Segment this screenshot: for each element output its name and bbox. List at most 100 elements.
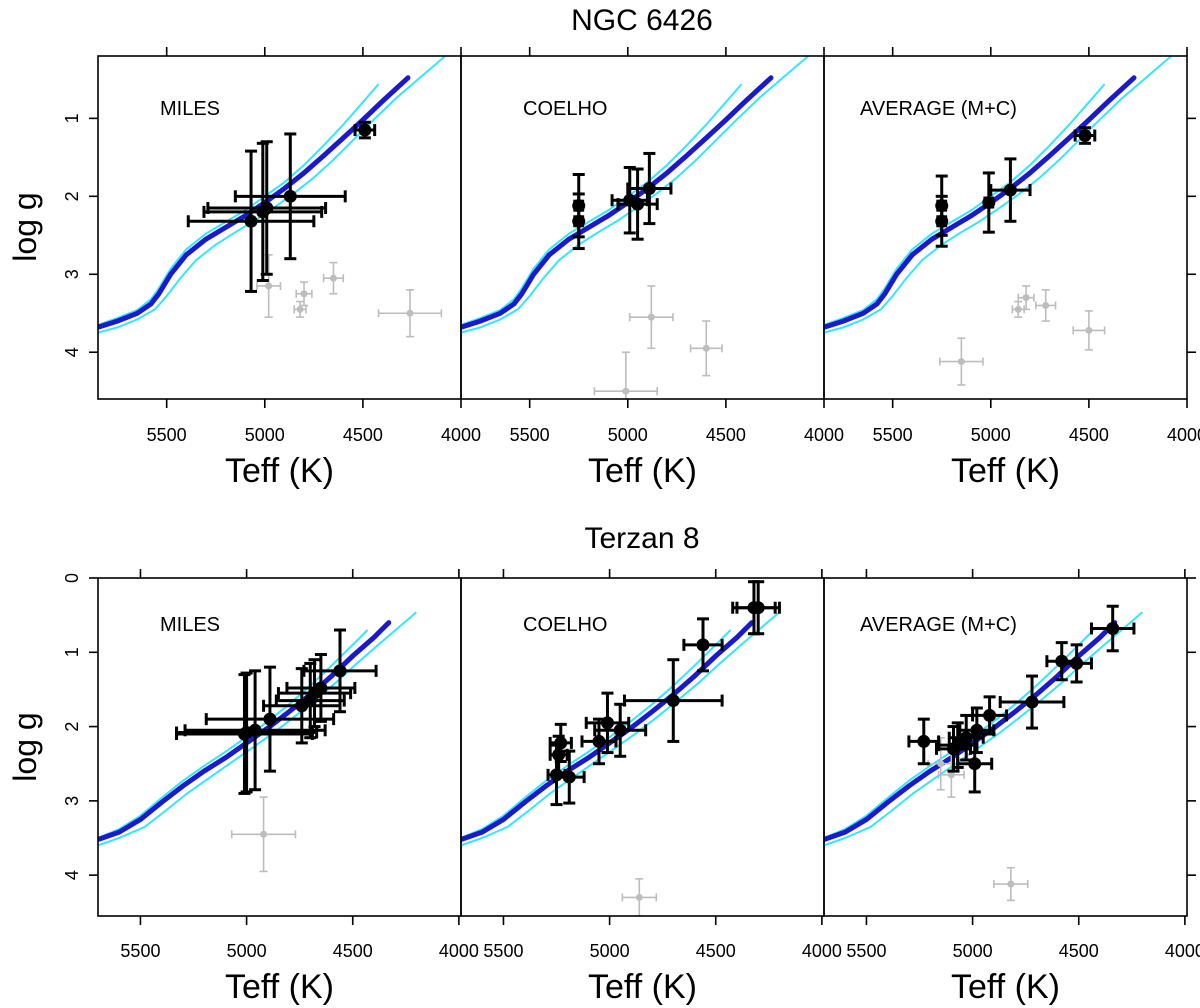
star (204, 665, 336, 773)
star (935, 194, 949, 248)
data-point (237, 727, 251, 741)
x-tick-label: 4500 (706, 425, 746, 445)
data-point (1055, 654, 1069, 668)
data-point (647, 313, 655, 321)
excluded-star (293, 300, 307, 318)
x-tick-label: 5500 (873, 425, 913, 445)
excluded-star (1011, 300, 1025, 318)
data-point (333, 664, 347, 678)
excluded-star (689, 320, 723, 377)
star (971, 695, 1009, 736)
x-tick-label: 4000 (802, 941, 842, 961)
star (935, 725, 972, 773)
data-point (244, 214, 258, 228)
plot-area (461, 580, 781, 916)
star (572, 192, 586, 251)
x-axis-label: Teff (K) (225, 452, 334, 490)
star (175, 673, 314, 795)
data-point (1042, 301, 1050, 309)
plot-area (824, 56, 1172, 386)
data-point (1022, 294, 1030, 302)
data-point (666, 694, 680, 708)
data-point (296, 305, 304, 313)
panel-frame (823, 55, 1188, 400)
x-axis-label: Teff (K) (225, 968, 334, 1006)
x-tick-label: 5500 (510, 425, 550, 445)
data-point (1085, 326, 1093, 334)
y-tick-label: 1 (62, 647, 82, 657)
isochrone-band-lower (461, 56, 809, 334)
y-tick-label: 3 (62, 269, 82, 279)
star (1073, 126, 1097, 145)
data-point (935, 214, 949, 228)
excluded-star (993, 866, 1029, 902)
plot-area (461, 56, 809, 399)
y-tick-label: 4 (62, 870, 82, 880)
excluded-star (377, 289, 443, 338)
star (626, 151, 673, 226)
isochrone-main (98, 75, 411, 330)
data-point (947, 771, 955, 779)
x-axis-label: Teff (K) (588, 452, 697, 490)
data-point (295, 699, 309, 713)
y-tick-label: 2 (62, 191, 82, 201)
x-tick-label: 5500 (120, 941, 160, 961)
data-point (982, 196, 996, 210)
panel-frame (823, 577, 1188, 917)
plot-area (824, 604, 1144, 902)
chart-title: Terzan 8 (584, 522, 699, 555)
star (907, 717, 941, 766)
data-point (1078, 129, 1092, 143)
y-tick-label: 3 (62, 796, 82, 806)
star (186, 149, 316, 293)
x-tick-label: 4500 (333, 941, 373, 961)
star (998, 674, 1066, 730)
data-point (263, 712, 277, 726)
isochrone-band-lower (98, 56, 446, 334)
excluded-star (593, 351, 659, 399)
isochrone-band-upper (98, 629, 369, 839)
x-tick-label: 4000 (1167, 425, 1200, 445)
excluded-star (322, 261, 345, 295)
star (202, 141, 324, 283)
data-point (635, 893, 643, 901)
data-point (946, 742, 960, 756)
excluded-star (1035, 289, 1057, 322)
x-tick-label: 5500 (483, 941, 523, 961)
data-point (702, 344, 710, 352)
excluded-star (1017, 285, 1035, 311)
plot-area (98, 56, 446, 338)
panel-label: COELHO (523, 98, 607, 120)
star (233, 132, 347, 261)
data-point (550, 768, 564, 782)
star (353, 120, 377, 140)
data-point (329, 274, 337, 282)
data-point (696, 638, 710, 652)
star (1045, 641, 1079, 682)
panel-label: MILES (160, 614, 220, 636)
x-tick-label: 5000 (590, 941, 630, 961)
excluded-star (628, 285, 674, 350)
x-axis-label: Teff (K) (951, 452, 1060, 490)
data-point (957, 358, 965, 366)
panel-frame (97, 55, 462, 400)
panel-frame (460, 55, 825, 400)
chart-title: NGC 6426 (571, 4, 713, 37)
x-tick-label: 4000 (804, 425, 844, 445)
isochrone-main (461, 75, 774, 330)
x-tick-label: 5000 (971, 425, 1011, 445)
excluded-star (621, 878, 658, 916)
excluded-star (1072, 310, 1106, 351)
data-point (917, 734, 931, 748)
data-point (622, 387, 630, 395)
star (622, 658, 724, 743)
isochrone-band-upper (824, 83, 1106, 326)
chart-terzan-8: Terzan 8 log g 5500 5000 4500 4000 0 1 2 3 4 MILES T… (7, 522, 1200, 1006)
panel-frame (460, 577, 825, 917)
star (546, 743, 567, 807)
data-point (959, 731, 973, 745)
isochrone-main (824, 75, 1137, 330)
star (1089, 604, 1136, 653)
y-axis-label: log g (7, 192, 43, 261)
data-point (1007, 880, 1015, 888)
